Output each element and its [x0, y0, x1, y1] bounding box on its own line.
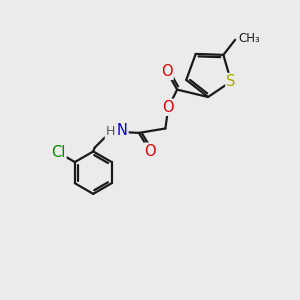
- Text: O: O: [161, 64, 173, 79]
- Text: H: H: [106, 125, 115, 138]
- Text: S: S: [226, 74, 236, 89]
- Text: CH₃: CH₃: [239, 32, 260, 45]
- Text: N: N: [117, 123, 128, 138]
- Text: O: O: [144, 144, 156, 159]
- Text: O: O: [163, 100, 174, 115]
- Text: Cl: Cl: [51, 145, 65, 160]
